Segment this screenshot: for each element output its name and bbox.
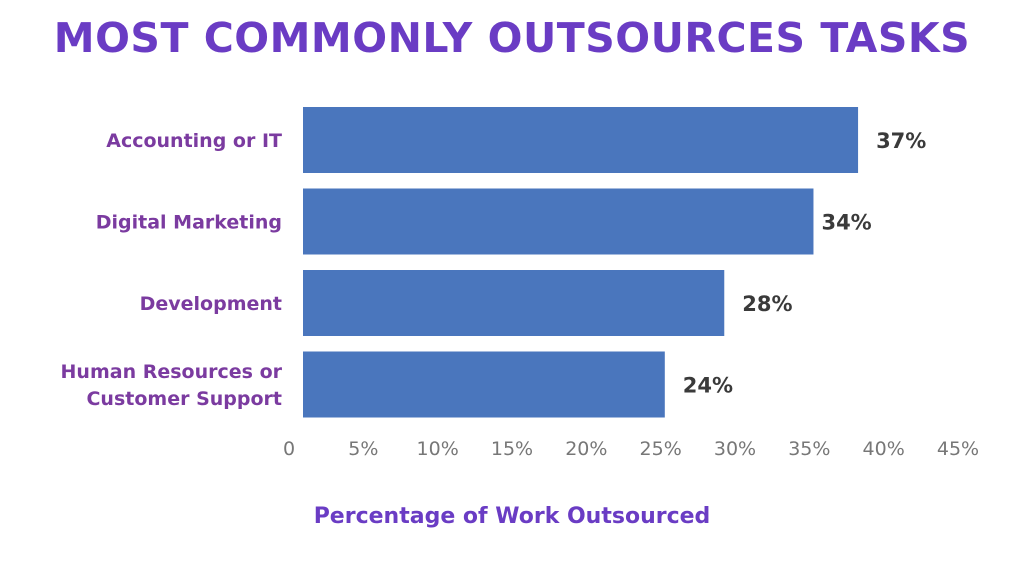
bars-group (303, 107, 859, 418)
value-label-1: 34% (821, 211, 871, 235)
value-label-3: 24% (683, 374, 733, 398)
x-tick-label-8: 40% (863, 438, 905, 460)
x-axis-label: Percentage of Work Outsourced (313, 504, 711, 529)
value-label-2: 28% (742, 292, 792, 316)
x-tick-label-4: 20% (565, 438, 607, 460)
category-label-0-0: Accounting or IT (106, 130, 282, 152)
bar-3 (303, 351, 665, 418)
category-label-3-1: Customer Support (86, 388, 282, 410)
bar-1 (303, 188, 814, 255)
x-tick-label-6: 30% (714, 438, 756, 460)
value-label-0: 37% (876, 129, 926, 153)
x-tick-label-2: 10% (417, 438, 459, 460)
chart-title: MOST COMMONLY OUTSOURCES TASKS (53, 14, 971, 62)
bar-0 (303, 107, 859, 173)
category-labels-group: Accounting or IT Digital Marketing Develop… (61, 130, 283, 410)
x-tick-label-1: 5% (348, 438, 378, 460)
value-labels-group: 37% 34% 28% 24% (683, 129, 927, 398)
x-tick-label-0: 0 (283, 438, 295, 460)
category-label-2-0: Development (140, 293, 282, 315)
x-tick-label-3: 15% (491, 438, 533, 460)
x-tick-label-5: 25% (640, 438, 682, 460)
x-tick-labels-group: 0 5% 10% 15% 20% 25% 30% 35% 40% 45% (283, 438, 979, 460)
x-tick-label-9: 45% (937, 438, 979, 460)
category-label-1-0: Digital Marketing (96, 212, 282, 234)
category-label-3-0: Human Resources or (61, 361, 283, 383)
x-tick-label-7: 35% (788, 438, 830, 460)
bar-2 (303, 270, 725, 336)
